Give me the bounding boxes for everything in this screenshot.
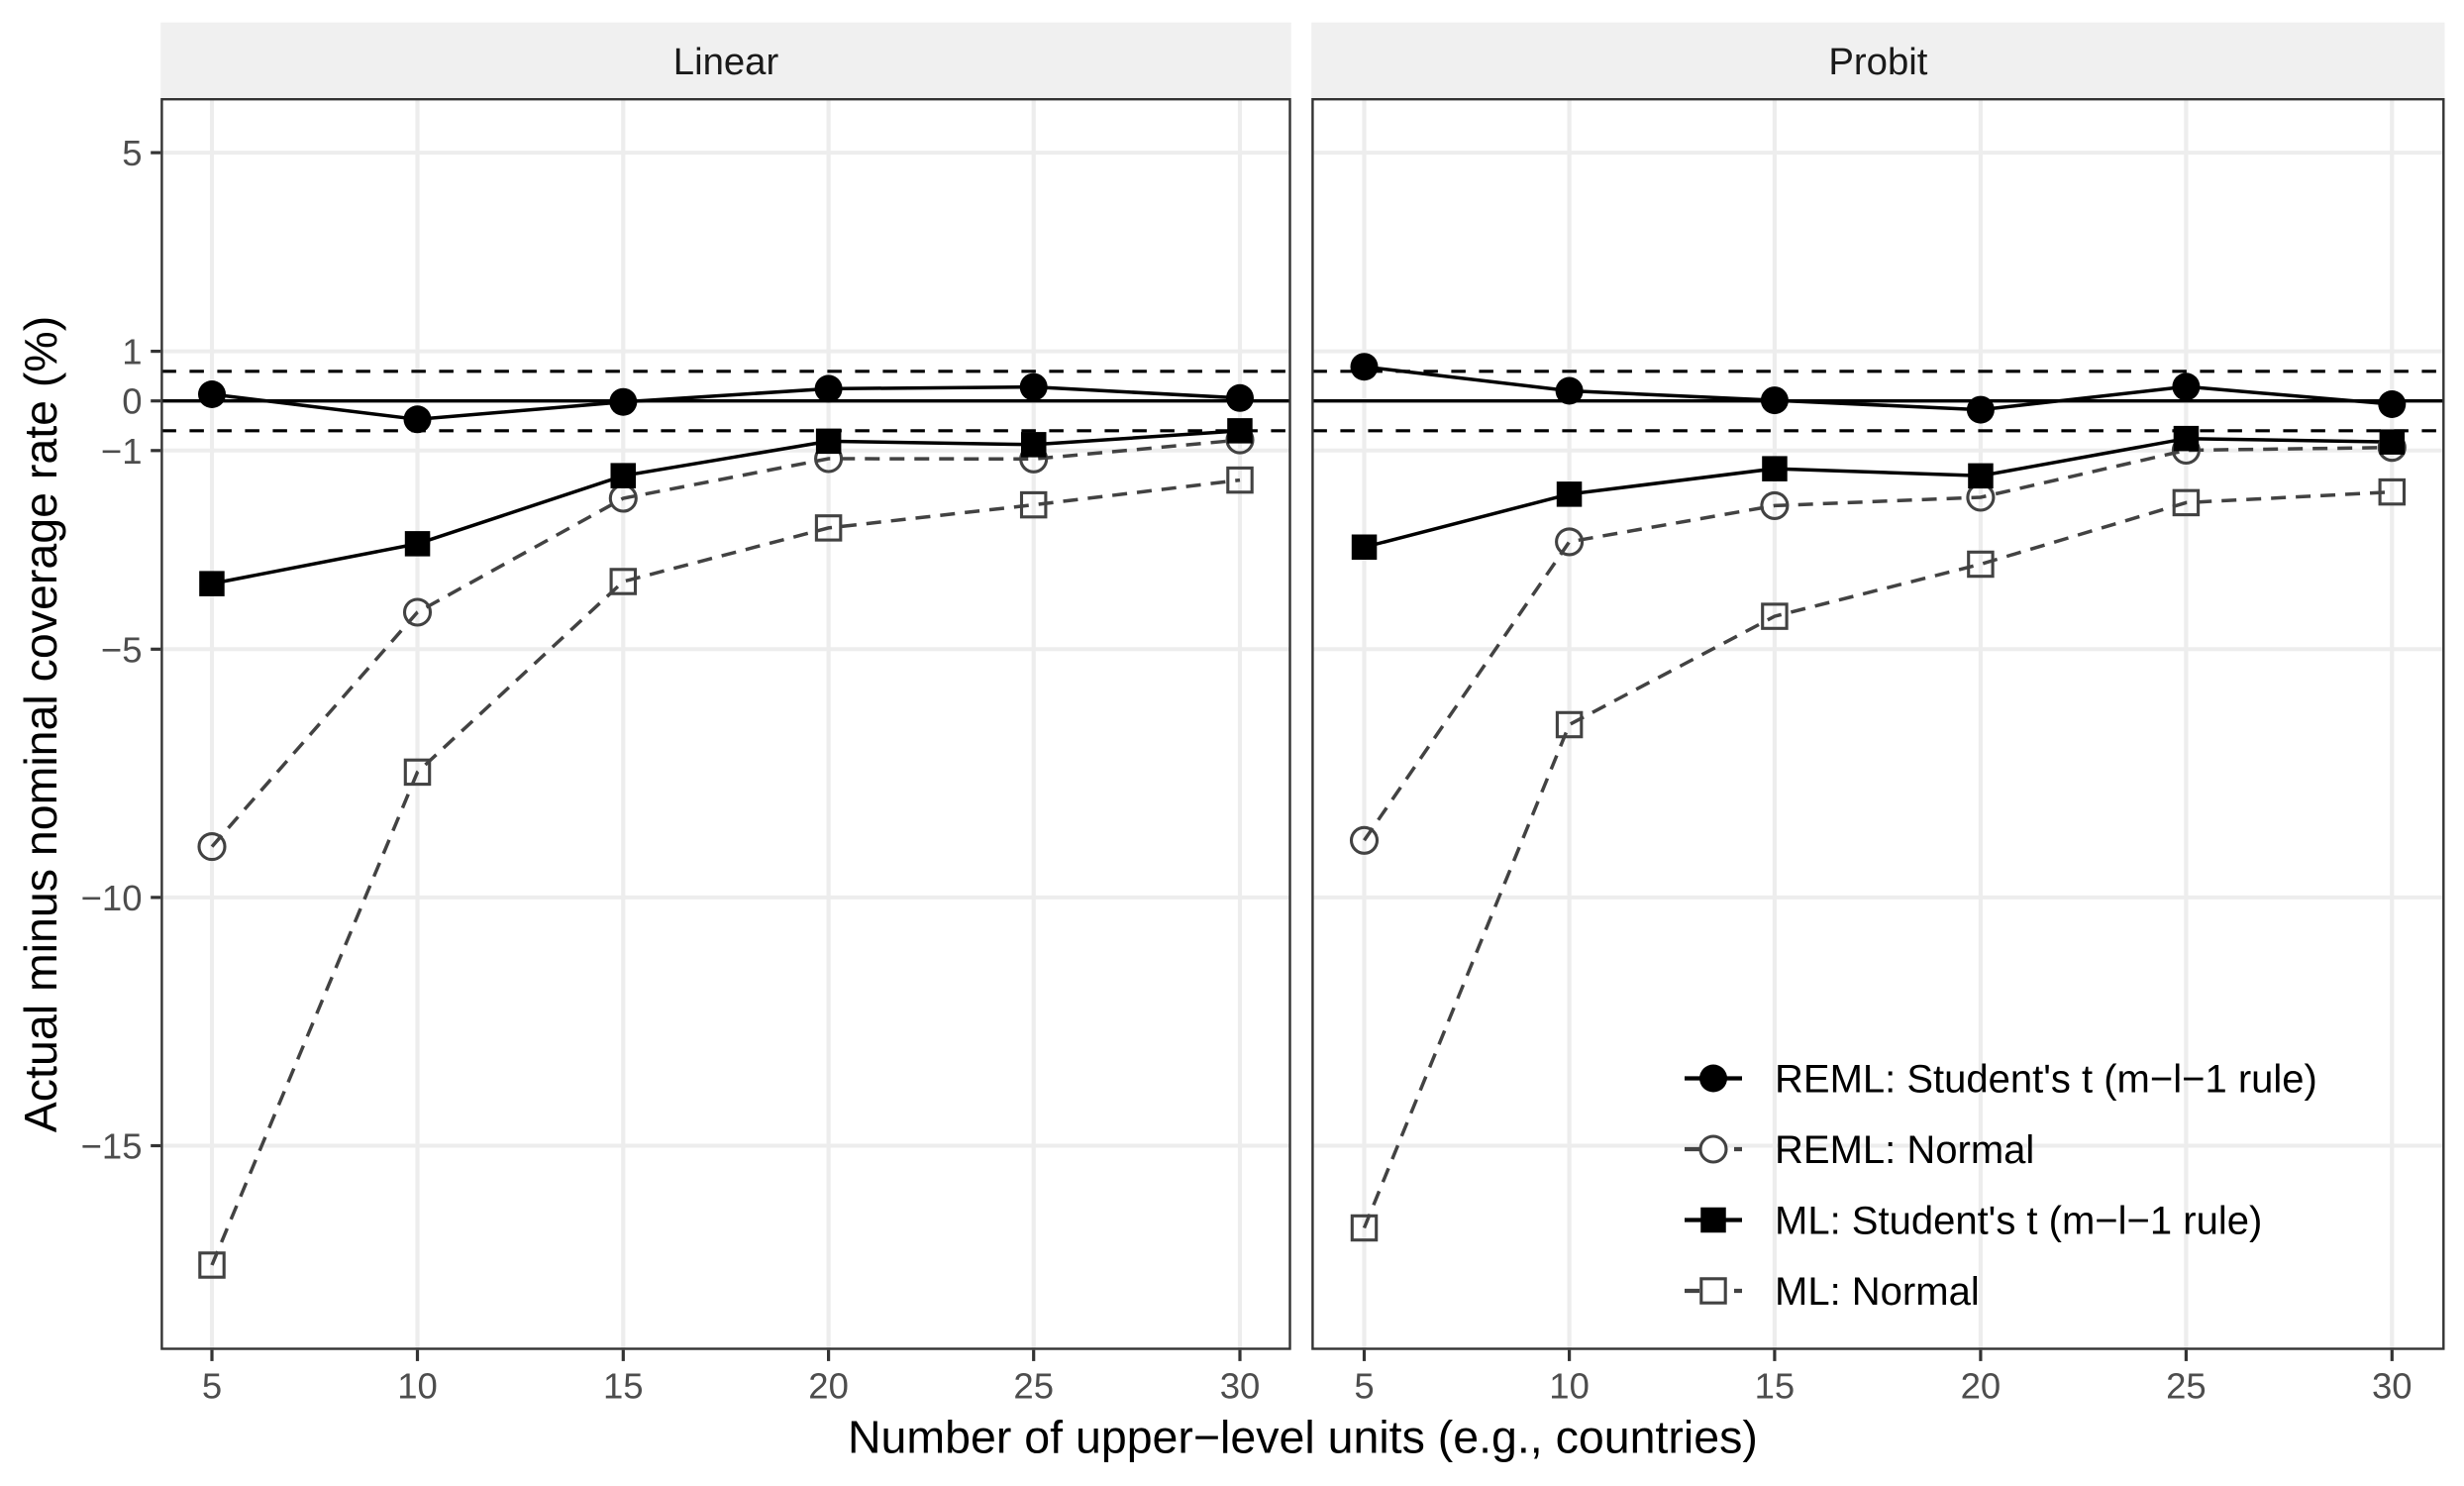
svg-text:30: 30 (2372, 1366, 2413, 1407)
svg-text:15: 15 (603, 1366, 644, 1407)
svg-text:REML: Student's t (m−l−1 rule): REML: Student's t (m−l−1 rule) (1775, 1058, 2317, 1102)
svg-text:REML: Normal: REML: Normal (1775, 1128, 2034, 1172)
svg-text:ML: Normal: ML: Normal (1775, 1270, 1980, 1314)
svg-text:10: 10 (397, 1366, 438, 1407)
svg-text:0: 0 (122, 381, 142, 422)
svg-text:Probit: Probit (1828, 41, 1927, 83)
svg-text:−5: −5 (101, 629, 143, 670)
svg-text:Number of upper−level units (e: Number of upper−level units (e.g., count… (848, 1412, 1758, 1463)
svg-text:5: 5 (1354, 1366, 1374, 1407)
svg-text:−15: −15 (81, 1126, 143, 1167)
svg-text:−10: −10 (81, 878, 143, 918)
svg-text:5: 5 (202, 1366, 222, 1407)
svg-text:−1: −1 (101, 431, 143, 472)
svg-text:25: 25 (1013, 1366, 1054, 1407)
svg-text:ML: Student's t (m−l−1 rule): ML: Student's t (m−l−1 rule) (1775, 1200, 2262, 1243)
svg-text:5: 5 (122, 133, 142, 173)
svg-text:Actual minus nominal coverage: Actual minus nominal coverage rate (%) (15, 316, 66, 1132)
svg-text:1: 1 (122, 332, 142, 372)
svg-text:10: 10 (1549, 1366, 1590, 1407)
svg-text:30: 30 (1220, 1366, 1261, 1407)
svg-text:25: 25 (2166, 1366, 2207, 1407)
svg-text:20: 20 (1961, 1366, 2002, 1407)
svg-text:Linear: Linear (673, 41, 779, 83)
svg-text:20: 20 (808, 1366, 849, 1407)
svg-text:15: 15 (1755, 1366, 1796, 1407)
